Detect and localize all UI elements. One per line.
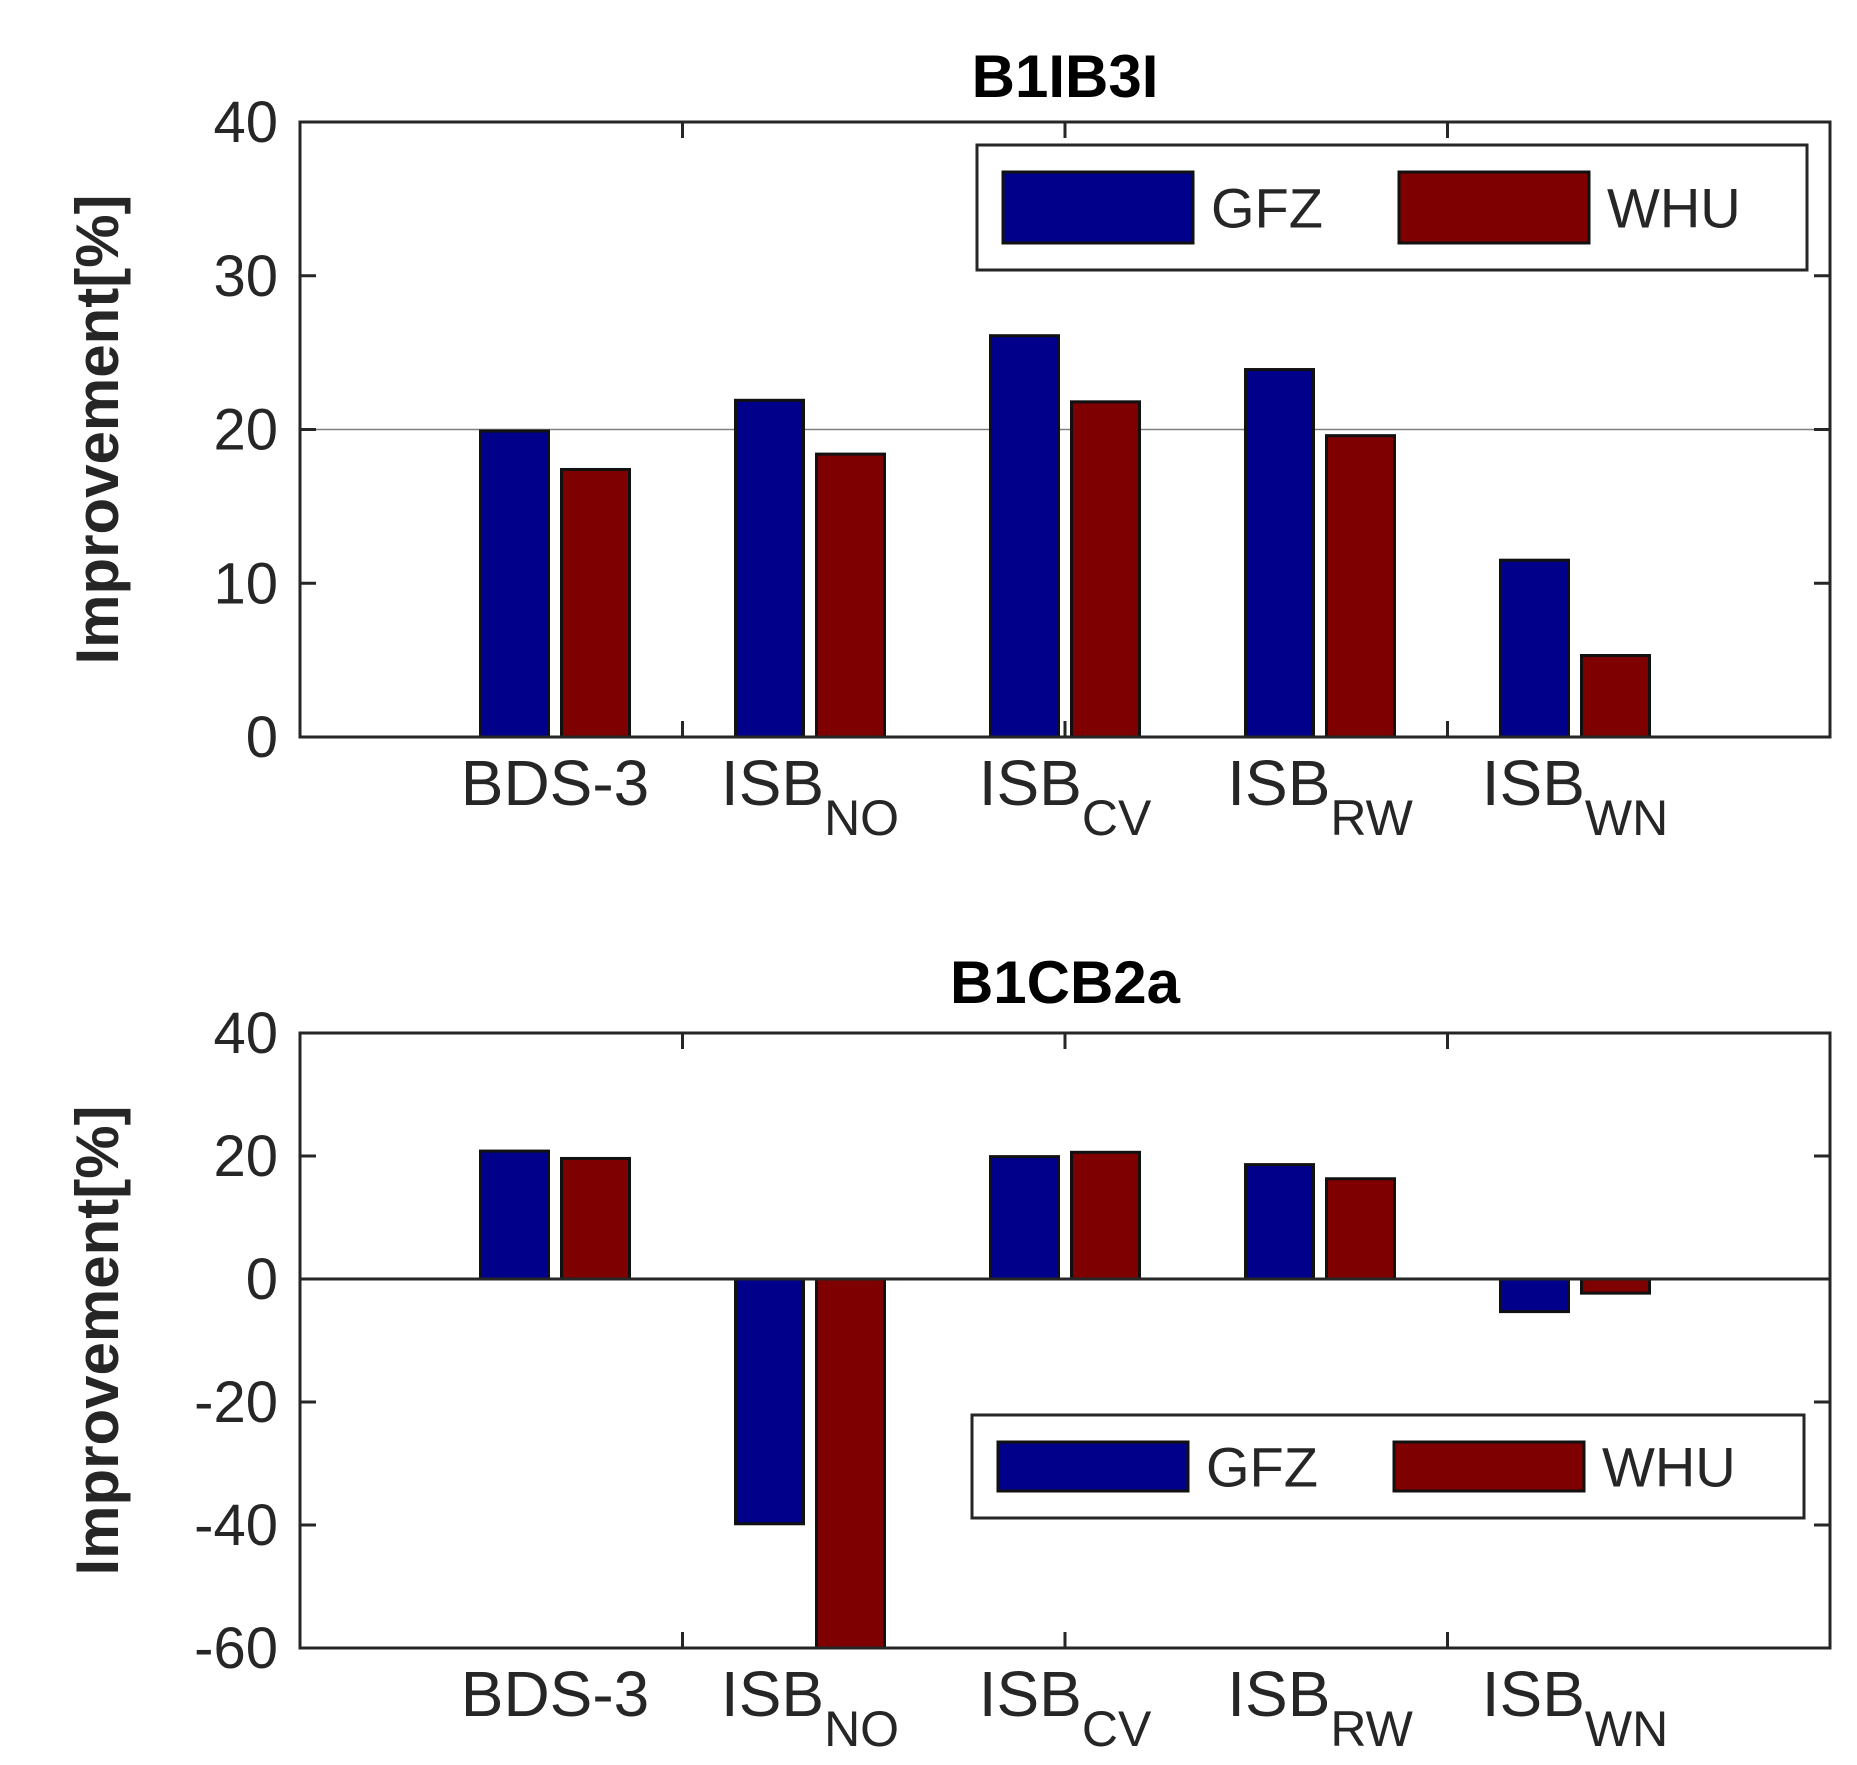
plot-area bbox=[298, 1031, 1832, 1650]
chart-title: B1IB3I bbox=[972, 43, 1159, 110]
x-tick-label-main: ISB bbox=[1482, 1658, 1585, 1730]
x-tick-label: ISBNO bbox=[721, 747, 899, 846]
x-tick-label-main: ISB bbox=[721, 1658, 824, 1730]
x-tick-label: ISBRW bbox=[1227, 1658, 1413, 1757]
bar-gfz-1 bbox=[734, 1277, 805, 1526]
bar-whu-0 bbox=[560, 467, 631, 739]
x-tick-label: ISBRW bbox=[1227, 747, 1413, 846]
x-tick-label-subscript: NO bbox=[824, 1701, 899, 1757]
x-tick-label: BDS-3 bbox=[461, 747, 650, 819]
legend: GFZ WHU bbox=[975, 143, 1809, 272]
bar-whu-2 bbox=[1070, 400, 1141, 739]
bar-gfz-0 bbox=[479, 1149, 550, 1281]
x-tick-label-subscript: WN bbox=[1585, 1701, 1668, 1757]
bar-whu-4 bbox=[1580, 654, 1651, 739]
x-tick-label-main: ISB bbox=[1227, 747, 1330, 819]
x-tick-label-subscript: WN bbox=[1585, 790, 1668, 846]
bar-whu-1 bbox=[815, 452, 886, 739]
y-tick-label: 20 bbox=[213, 1124, 278, 1189]
bar-gfz-2 bbox=[989, 1155, 1060, 1281]
y-tick-label: 40 bbox=[213, 90, 278, 155]
bar-gfz-0 bbox=[479, 429, 550, 739]
x-tick-label-main: BDS-3 bbox=[461, 1658, 650, 1730]
chart-panel-bottom: B1CB2a Improvement[%] 40 20 0 -20 -40 -60 BDS-3 I… bbox=[64, 949, 1832, 1757]
bar-gfz-4 bbox=[1499, 1277, 1570, 1314]
x-tick-label-subscript: NO bbox=[824, 790, 899, 846]
bar-whu-1 bbox=[815, 1277, 886, 1650]
bar-whu-4 bbox=[1580, 1277, 1651, 1295]
y-tick-label: 10 bbox=[213, 551, 278, 616]
x-tick-label-main: ISB bbox=[979, 1658, 1082, 1730]
bar-whu-0 bbox=[560, 1156, 631, 1281]
x-tick-label-subscript: CV bbox=[1082, 790, 1152, 846]
y-tick-label: 30 bbox=[213, 244, 278, 309]
bar-gfz-3 bbox=[1244, 368, 1315, 739]
legend-label-gfz: GFZ bbox=[1206, 1436, 1318, 1499]
x-tick-label-main: ISB bbox=[721, 747, 824, 819]
legend-label-gfz: GFZ bbox=[1211, 177, 1323, 240]
legend-swatch-whu bbox=[1392, 1440, 1586, 1493]
y-tick-label: -40 bbox=[194, 1493, 278, 1558]
x-tick-label: ISBWN bbox=[1482, 1658, 1668, 1757]
bar-gfz-1 bbox=[734, 398, 805, 739]
x-tick-label: BDS-3 bbox=[461, 1658, 650, 1730]
x-tick-label: ISBWN bbox=[1482, 747, 1668, 846]
y-tick-label: -20 bbox=[194, 1370, 278, 1435]
y-tick-label: 20 bbox=[213, 398, 278, 463]
legend-label-whu: WHU bbox=[1607, 177, 1741, 240]
y-tick-label: 40 bbox=[213, 1001, 278, 1066]
y-axis-label: Improvement[%] bbox=[64, 1105, 131, 1575]
bar-gfz-4 bbox=[1499, 558, 1570, 739]
x-tick-label: ISBCV bbox=[979, 747, 1152, 846]
x-tick-label-main: ISB bbox=[979, 747, 1082, 819]
legend-label-whu: WHU bbox=[1602, 1436, 1736, 1499]
legend: GFZ WHU bbox=[970, 1413, 1806, 1520]
x-tick-label-subscript: RW bbox=[1330, 790, 1413, 846]
x-tick-label-main: BDS-3 bbox=[461, 747, 650, 819]
bar-whu-3 bbox=[1325, 1177, 1396, 1281]
bar-gfz-3 bbox=[1244, 1163, 1315, 1281]
x-tick-label: ISBNO bbox=[721, 1658, 899, 1757]
legend-swatch-whu bbox=[1397, 170, 1591, 245]
y-tick-label: 0 bbox=[246, 705, 278, 770]
x-tick-label-main: ISB bbox=[1227, 1658, 1330, 1730]
bar-whu-3 bbox=[1325, 434, 1396, 739]
bar-gfz-2 bbox=[989, 334, 1060, 739]
x-tick-label-subscript: CV bbox=[1082, 1701, 1152, 1757]
chart-title: B1CB2a bbox=[950, 949, 1181, 1016]
legend-swatch-gfz bbox=[996, 1440, 1190, 1493]
y-axis-label: Improvement[%] bbox=[64, 194, 131, 664]
x-tick-label-subscript: RW bbox=[1330, 1701, 1413, 1757]
x-tick-label: ISBCV bbox=[979, 1658, 1152, 1757]
y-tick-label: -60 bbox=[194, 1616, 278, 1681]
legend-swatch-gfz bbox=[1001, 170, 1195, 245]
x-tick-label-main: ISB bbox=[1482, 747, 1585, 819]
bar-whu-2 bbox=[1070, 1150, 1141, 1281]
y-tick-label: 0 bbox=[246, 1247, 278, 1312]
